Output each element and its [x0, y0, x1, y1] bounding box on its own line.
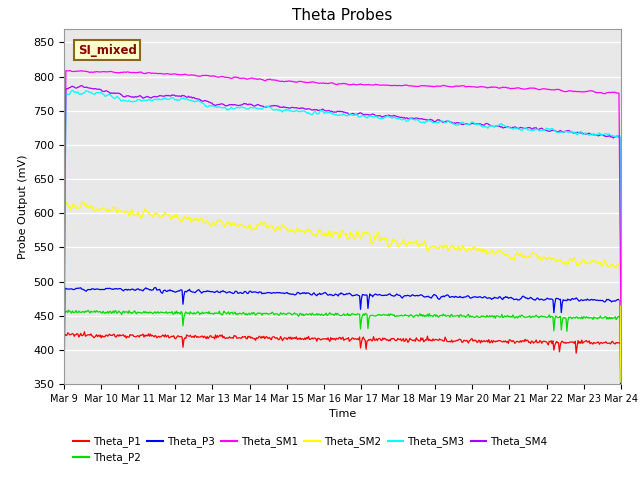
Theta_P3: [433, 293, 440, 299]
Theta_SM4: [204, 99, 212, 105]
Theta_P1: [159, 332, 167, 338]
Theta_P2: [313, 311, 321, 316]
Theta_SM1: [66, 68, 74, 73]
Theta_SM3: [433, 119, 440, 125]
Theta_SM3: [68, 87, 76, 93]
Theta_P2: [65, 307, 72, 313]
Theta_SM2: [60, 339, 68, 345]
Theta_SM4: [159, 93, 167, 99]
Theta_P1: [617, 341, 625, 347]
Theta_SM1: [60, 288, 68, 294]
Theta_SM1: [313, 80, 321, 85]
Theta_SM3: [159, 95, 167, 101]
Theta_P2: [480, 313, 488, 319]
Line: Theta_P1: Theta_P1: [64, 332, 621, 353]
Y-axis label: Probe Output (mV): Probe Output (mV): [17, 154, 28, 259]
Line: Theta_SM1: Theta_SM1: [64, 71, 621, 305]
Theta_SM3: [389, 114, 397, 120]
Theta_P3: [60, 396, 68, 402]
Theta_SM2: [62, 199, 70, 204]
Theta_P2: [617, 315, 625, 321]
Theta_P2: [60, 308, 68, 314]
Theta_SM3: [60, 355, 68, 361]
Theta_SM3: [204, 104, 212, 109]
Theta_P3: [159, 288, 167, 294]
Theta_P3: [480, 294, 488, 300]
Theta_SM2: [159, 213, 167, 219]
Theta_P3: [204, 288, 212, 294]
Theta_SM2: [313, 231, 321, 237]
Theta_SM4: [313, 107, 321, 112]
Theta_SM2: [480, 246, 488, 252]
Line: Theta_SM3: Theta_SM3: [64, 90, 621, 358]
Theta_SM1: [204, 73, 212, 79]
Theta_SM1: [617, 302, 625, 308]
Theta_SM2: [204, 219, 212, 225]
Line: Theta_SM4: Theta_SM4: [64, 86, 621, 356]
Theta_P2: [389, 312, 397, 318]
Theta_SM1: [480, 84, 488, 90]
Theta_P2: [563, 328, 571, 334]
Theta_P1: [60, 332, 68, 338]
Theta_SM4: [78, 83, 86, 89]
Theta_SM2: [617, 379, 625, 385]
Line: Theta_P2: Theta_P2: [64, 310, 621, 331]
Theta_SM4: [617, 256, 625, 262]
Line: Theta_P3: Theta_P3: [64, 288, 621, 408]
Theta_SM4: [433, 118, 440, 123]
Theta_P3: [151, 285, 159, 290]
Theta_P1: [433, 337, 440, 343]
Line: Theta_SM2: Theta_SM2: [64, 202, 621, 382]
Legend: Theta_P1, Theta_P2, Theta_P3, Theta_SM1, Theta_SM2, Theta_SM3, Theta_SM4: Theta_P1, Theta_P2, Theta_P3, Theta_SM1,…: [69, 432, 552, 468]
Theta_P3: [313, 293, 321, 299]
Theta_SM3: [313, 111, 321, 117]
Theta_SM4: [389, 113, 397, 119]
Theta_P3: [617, 405, 625, 411]
Theta_P2: [159, 310, 167, 315]
Theta_P1: [572, 350, 580, 356]
Theta_SM2: [433, 245, 440, 251]
Theta_P2: [204, 311, 212, 316]
Theta_P1: [81, 329, 88, 335]
Theta_SM1: [433, 84, 440, 89]
Theta_P3: [389, 293, 397, 299]
Theta_SM1: [389, 83, 397, 88]
Theta_P2: [433, 312, 440, 318]
X-axis label: Time: Time: [329, 409, 356, 419]
Theta_SM3: [617, 254, 625, 260]
Text: SI_mixed: SI_mixed: [78, 44, 137, 57]
Title: Theta Probes: Theta Probes: [292, 9, 392, 24]
Theta_SM4: [60, 353, 68, 359]
Theta_P1: [313, 338, 321, 344]
Theta_SM1: [159, 71, 167, 77]
Theta_SM4: [480, 122, 488, 128]
Theta_SM3: [480, 123, 488, 129]
Theta_SM2: [389, 236, 397, 241]
Theta_P1: [480, 338, 488, 344]
Theta_P1: [204, 336, 212, 341]
Theta_P1: [389, 336, 397, 341]
